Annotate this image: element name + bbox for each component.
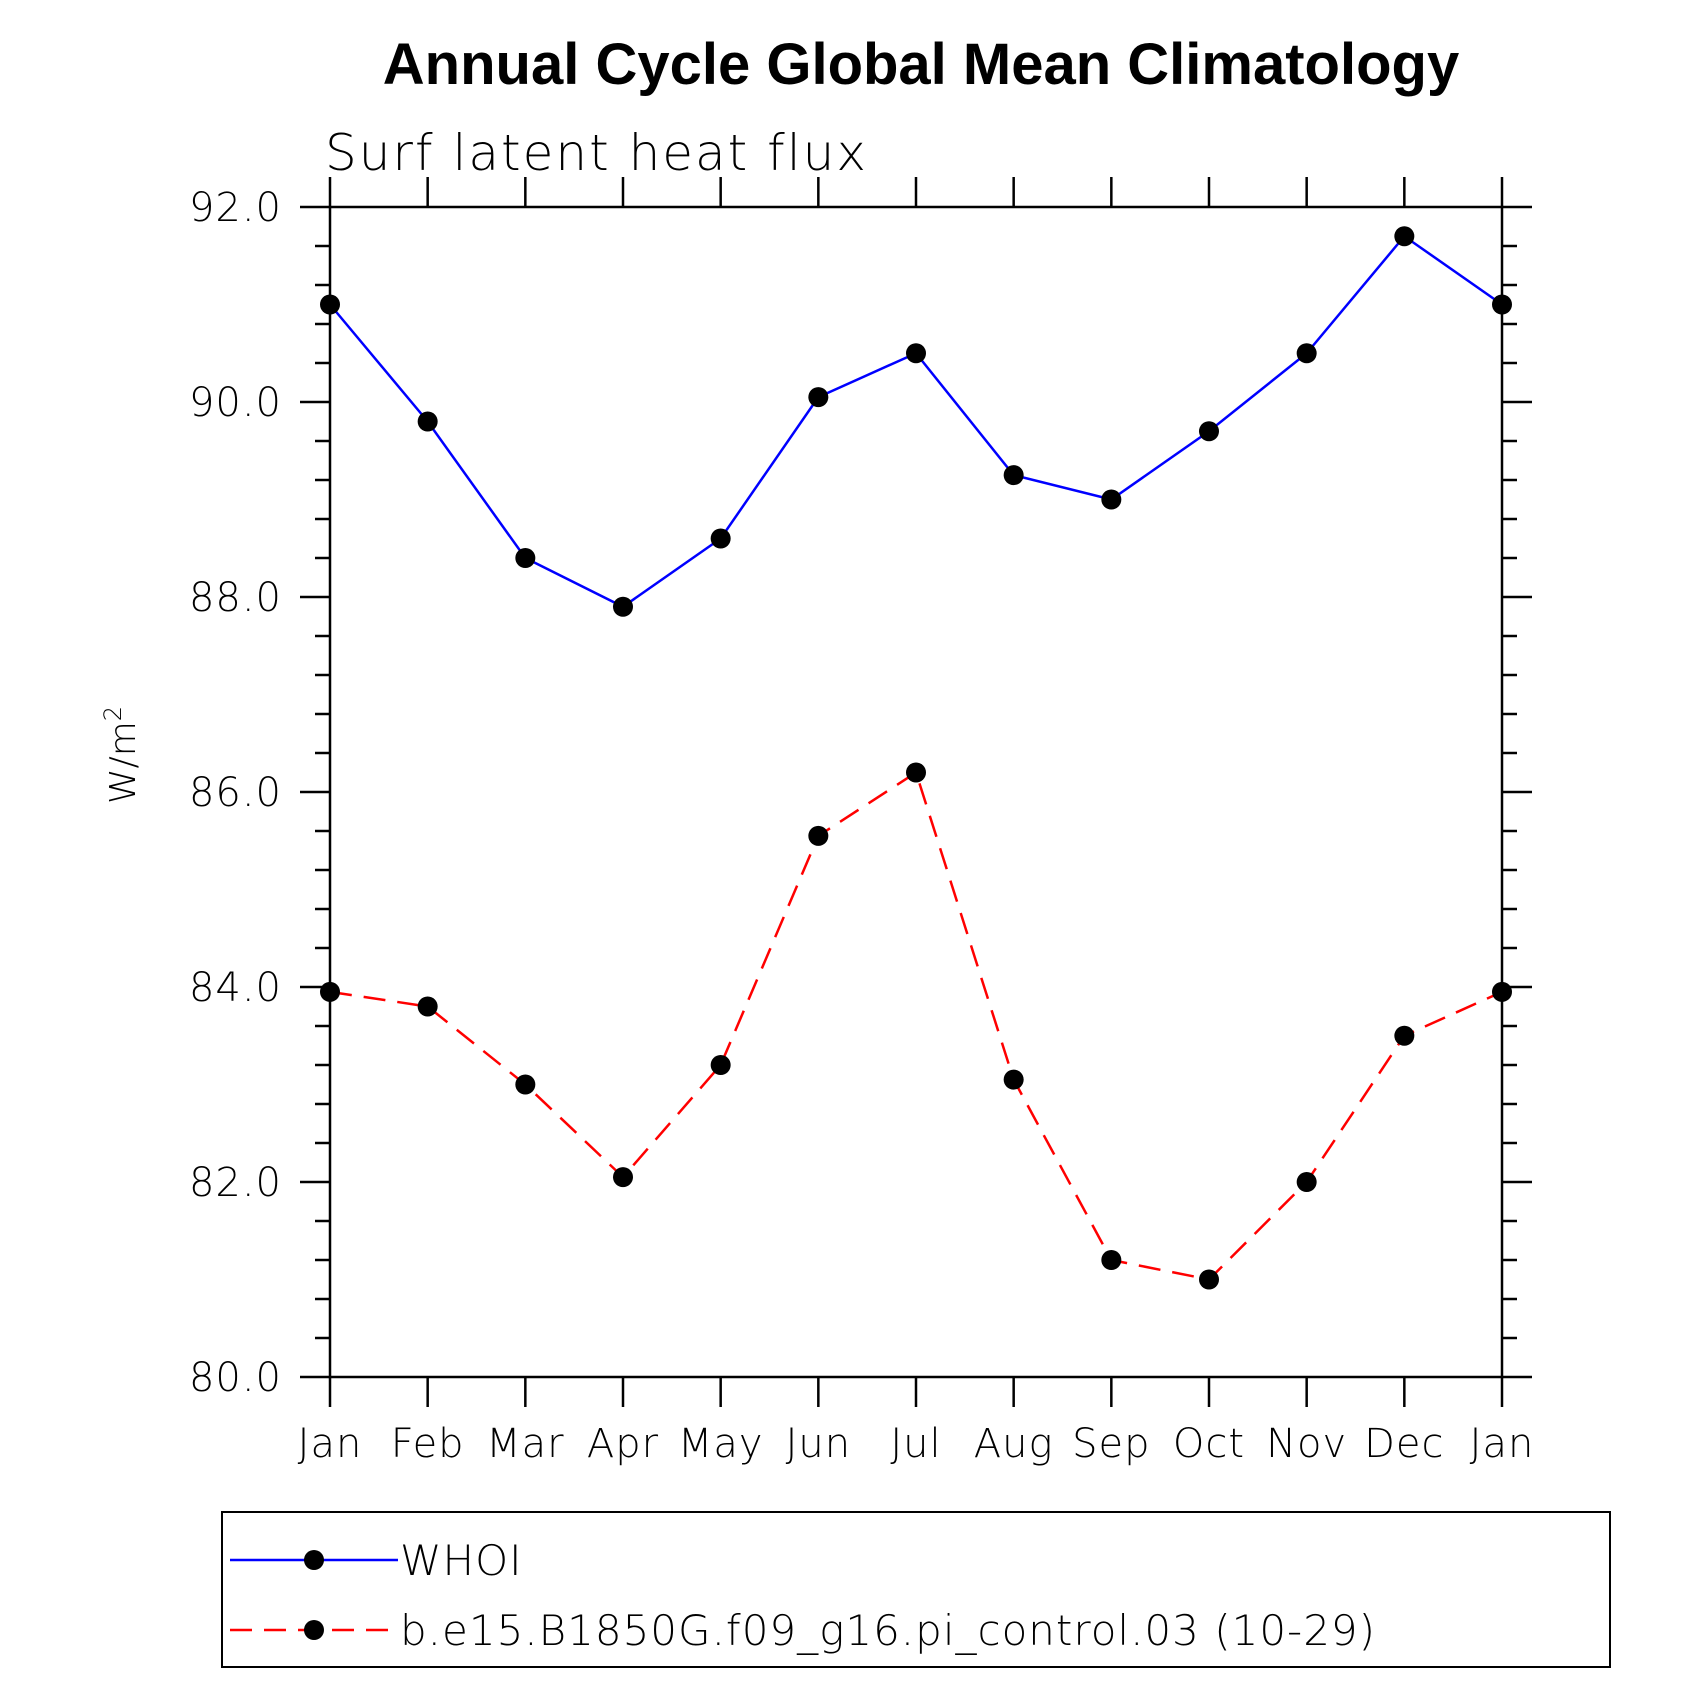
data-point (710, 1055, 731, 1075)
data-point (613, 596, 633, 617)
x-tick-label: Jan (298, 1421, 363, 1467)
data-point (320, 294, 340, 315)
data-point (515, 1074, 536, 1095)
x-tick-label: Jun (786, 1421, 852, 1467)
x-tick-label: Apr (587, 1421, 659, 1467)
data-point (1296, 343, 1317, 364)
data-point (1394, 1025, 1415, 1046)
series-layer (320, 226, 1512, 1290)
data-point (1003, 1069, 1024, 1090)
x-tick-label: Feb (391, 1421, 465, 1467)
legend-entries: WHOI b.e15.B1850G.f09_g16.pi_control.03 (… (230, 1536, 1376, 1655)
x-tick-label: Sep (1072, 1421, 1150, 1467)
data-point (417, 996, 438, 1017)
x-tick-label: Nov (1266, 1421, 1347, 1467)
legend-entry-1: WHOI (230, 1536, 523, 1585)
plot-frame (328, 205, 1504, 1379)
x-tick-label: Mar (486, 1421, 564, 1467)
legend-entry-2: b.e15.B1850G.f09_g16.pi_control.03 (10-2… (230, 1606, 1376, 1655)
legend-box (221, 1511, 1611, 1668)
series-line (329, 770, 1503, 1281)
data-point (710, 528, 731, 549)
data-point (1394, 226, 1415, 247)
x-tick-label: Jan (1470, 1421, 1535, 1467)
x-tick-label: Aug (974, 1421, 1054, 1467)
data-point (1492, 981, 1512, 1002)
legend-marker (304, 1550, 324, 1570)
data-point (417, 411, 438, 432)
data-point (1101, 489, 1122, 510)
data-point (906, 343, 926, 364)
series-1 (320, 226, 1512, 617)
legend: WHOI b.e15.B1850G.f09_g16.pi_control.03 (… (221, 1511, 1611, 1668)
data-point (1199, 1269, 1219, 1290)
data-point (320, 981, 340, 1002)
y-tick-label: 92.0 (189, 185, 282, 231)
y-axis-label-superscript: 2 (99, 706, 127, 721)
data-point (808, 387, 829, 408)
x-tick-label: Dec (1364, 1421, 1444, 1467)
y-tick-label: 88.0 (189, 575, 282, 621)
data-point (1003, 465, 1024, 486)
y-axis-label-text: W/m (103, 721, 144, 804)
y-tick-label: 90.0 (189, 380, 282, 426)
x-tick-label: Jul (890, 1421, 941, 1467)
y-tick-label: 82.0 (189, 1160, 282, 1206)
data-point (1296, 1172, 1317, 1192)
data-point (906, 762, 926, 783)
x-tick-labels: Jan Feb Mar Apr May Jun Jul Aug Sep Oct Nov Dec Jan (298, 1421, 1535, 1467)
y-tick-label: 86.0 (189, 770, 282, 816)
data-point (1199, 421, 1219, 442)
axes (300, 177, 1532, 1407)
y-tick-label: 84.0 (189, 965, 282, 1011)
chart-title: Annual Cycle Global Mean Climatology (383, 32, 1459, 97)
data-point (1492, 294, 1512, 315)
data-point (613, 1167, 633, 1188)
y-axis-label: W/m2 (99, 706, 144, 804)
legend-marker (304, 1620, 324, 1640)
series-2 (320, 762, 1512, 1290)
data-point (1101, 1250, 1122, 1270)
data-point (515, 548, 536, 568)
x-tick-label: Oct (1173, 1421, 1245, 1467)
data-point (808, 825, 829, 846)
legend-label: WHOI (400, 1536, 523, 1585)
legend-label: b.e15.B1850G.f09_g16.pi_control.03 (10-2… (400, 1606, 1376, 1655)
x-tick-label: May (678, 1421, 764, 1467)
chart-subtitle: Surf latent heat flux (325, 124, 868, 182)
series-line (329, 234, 1503, 609)
y-tick-labels: 80.0 82.0 84.0 86.0 88.0 90.0 92.0 (189, 185, 282, 1401)
y-tick-label: 80.0 (189, 1355, 282, 1401)
